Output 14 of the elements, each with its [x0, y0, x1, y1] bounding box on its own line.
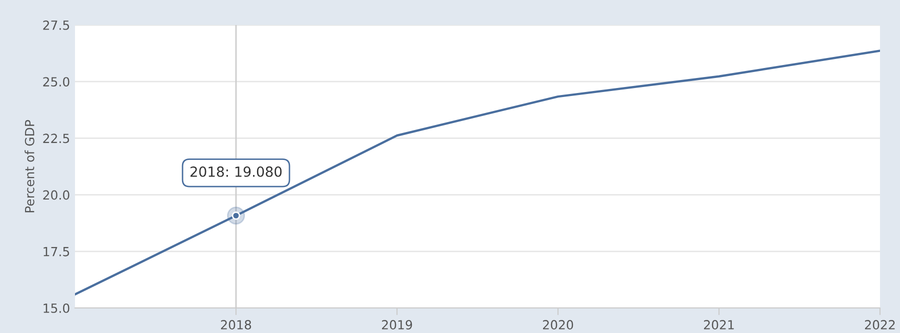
x-tick-label: 2018	[221, 320, 252, 330]
x-tick-label: 2019	[382, 320, 412, 330]
y-axis-title: Percent of GDP	[24, 120, 34, 212]
line-series	[75, 50, 880, 296]
x-tick-label: 2022	[865, 320, 895, 330]
y-tick-label: 15.0	[44, 303, 70, 313]
y-tick-label: 25.0	[43, 77, 70, 87]
y-tick-label: 22.5	[43, 134, 70, 144]
annotation: 2018: 19.080	[190, 166, 282, 177]
y-tick-label: 20.0	[43, 190, 70, 200]
y-tick-label: 17.5	[44, 247, 70, 256]
y-tick-label: 27.5	[43, 20, 70, 30]
x-tick-label: 2021	[704, 320, 734, 330]
x-tick-label: 2020	[543, 320, 574, 330]
